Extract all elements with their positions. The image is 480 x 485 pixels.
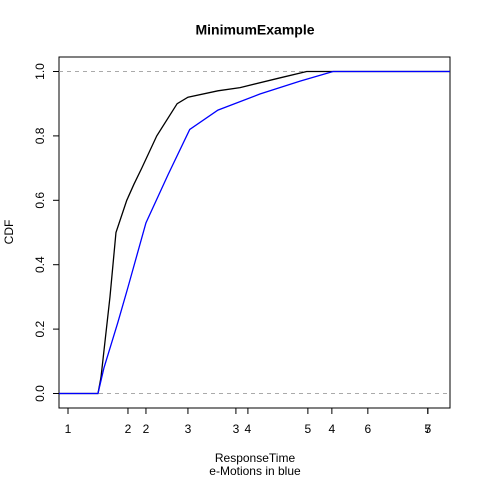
x-tick-label: 3 [233,422,240,436]
plot-frame [58,56,451,409]
x-tick-label: 2 [125,422,132,436]
subtitle: e-Motions in blue [209,464,301,478]
y-tick-label: 0.4 [33,256,47,273]
x-tick-label: 4 [245,422,252,436]
y-tick-label: 1.0 [33,63,47,80]
x-tick-label: 4 [329,422,336,436]
y-axis-label: CDF [2,220,16,245]
x-tick-label: 3 [185,422,192,436]
x-tick-label: 7 [424,422,431,436]
x-tick-label: 1 [65,422,72,436]
y-tick-label: 0.0 [33,385,47,402]
x-tick-label: 5 [424,422,431,436]
y-tick-label: 0.2 [33,320,47,337]
y-tick-label: 0.6 [33,192,47,209]
x-tick-label: 2 [143,422,150,436]
x-tick-label: 6 [364,422,371,436]
cdf-line [59,70,450,395]
y-tick-label: 0.8 [33,127,47,144]
chart-title: MinimumExample [195,22,314,38]
cdf-line [59,70,450,395]
x-tick-label: 5 [305,422,312,436]
x-axis-label: ResponseTime [215,451,296,465]
